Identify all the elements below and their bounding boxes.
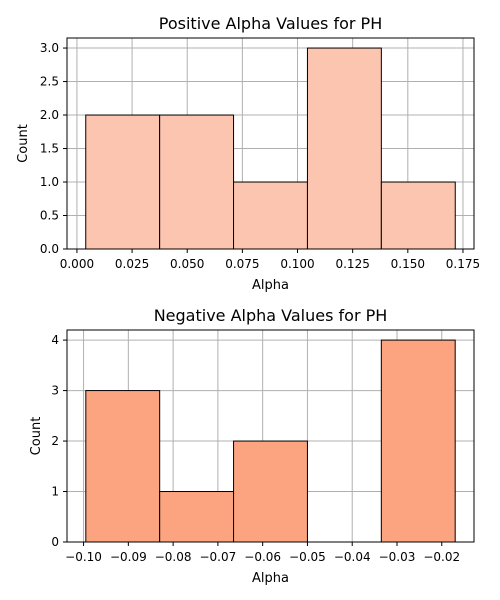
- x-tick-label: 0.175: [446, 257, 480, 271]
- bar-2: [159, 491, 235, 543]
- bar-2: [159, 114, 235, 250]
- x-tick-label: −0.09: [110, 550, 147, 564]
- axes-frame: [66, 37, 475, 250]
- x-tick-label: −0.10: [65, 550, 102, 564]
- subplot-1: 0.000 0.025 0.050 0.075 0.100 0.125 0.150 0.175…: [16, 14, 480, 293]
- x-tick-label: 0.150: [391, 257, 425, 271]
- bar-3: [233, 440, 308, 543]
- x-tick-label: −0.07: [199, 550, 236, 564]
- x-tick-label: −0.03: [379, 550, 416, 564]
- x-tick-label: −0.06: [244, 550, 281, 564]
- y-tick-label: 4: [51, 333, 59, 347]
- x-axis-label: Alpha: [252, 571, 289, 586]
- x-tick-label: 0.000: [60, 257, 94, 271]
- x-tick-label: 0.125: [335, 257, 369, 271]
- y-tick-label: 3: [51, 384, 59, 398]
- bar-1: [85, 390, 161, 543]
- x-tick-label: 0.050: [170, 257, 204, 271]
- x-tick-label: 0.025: [115, 257, 149, 271]
- y-tick-label: 2: [51, 434, 59, 448]
- x-tick-label: −0.02: [423, 550, 460, 564]
- bar-5: [380, 181, 456, 250]
- bars: [85, 47, 456, 250]
- chart-title: Positive Alpha Values for PH: [159, 14, 382, 33]
- y-tick-label: 2.5: [40, 75, 59, 89]
- x-tick-label: 0.075: [225, 257, 259, 271]
- x-tick-label: −0.08: [155, 550, 192, 564]
- x-tick-label: 0.100: [280, 257, 314, 271]
- y-tick-label: 0: [51, 535, 59, 549]
- y-tick-label: 2.0: [40, 108, 59, 122]
- x-axis-label: Alpha: [252, 278, 289, 293]
- y-axis-label: Count: [29, 417, 44, 456]
- y-tick-label: 1.5: [40, 142, 59, 156]
- bar-4: [306, 47, 382, 250]
- subplot-2: −0.10 −0.09 −0.08 −0.07 −0.06 −0.05 −0.04 −0.03…: [29, 306, 475, 586]
- y-axis-label: Count: [16, 124, 31, 163]
- y-tick-label: 1.0: [40, 175, 59, 189]
- y-tick-label: 0.5: [40, 209, 59, 223]
- x-tick-label: −0.05: [289, 550, 326, 564]
- y-tick-label: 0.0: [40, 242, 59, 256]
- bar-1: [85, 114, 161, 250]
- bar-5: [380, 339, 456, 543]
- x-tick-label: −0.04: [334, 550, 371, 564]
- y-tick-label: 3.0: [40, 41, 59, 55]
- bar-3: [233, 181, 308, 250]
- axes-frame: [66, 329, 475, 543]
- y-tick-label: 1: [51, 485, 59, 499]
- bars: [85, 339, 456, 543]
- chart-title: Negative Alpha Values for PH: [154, 306, 388, 325]
